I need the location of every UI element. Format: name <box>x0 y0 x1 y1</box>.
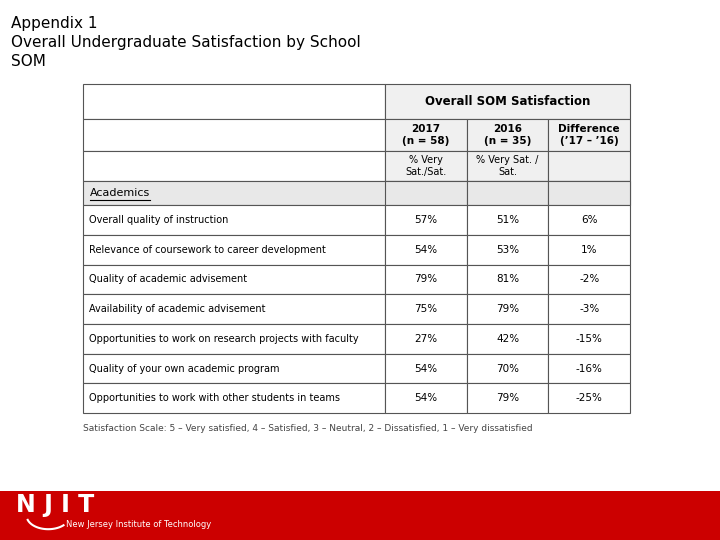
Text: N J I T: N J I T <box>16 493 94 517</box>
Text: Overall Undergraduate Satisfaction by School: Overall Undergraduate Satisfaction by Sc… <box>11 35 361 50</box>
Text: Satisfaction Scale: 5 – Very satisfied, 4 – Satisfied, 3 – Neutral, 2 – Dissatis: Satisfaction Scale: 5 – Very satisfied, … <box>83 424 532 433</box>
Text: 2016
(n = 35): 2016 (n = 35) <box>484 124 531 146</box>
Text: Overall quality of instruction: Overall quality of instruction <box>89 215 228 225</box>
Text: 54%: 54% <box>415 245 438 255</box>
Text: Appendix 1: Appendix 1 <box>11 16 97 31</box>
Text: Availability of academic advisement: Availability of academic advisement <box>89 304 265 314</box>
Text: 54%: 54% <box>415 393 438 403</box>
Text: New Jersey Institute of Technology: New Jersey Institute of Technology <box>66 521 212 529</box>
Text: -25%: -25% <box>576 393 603 403</box>
Text: 79%: 79% <box>496 393 519 403</box>
Text: -15%: -15% <box>576 334 603 344</box>
Text: -3%: -3% <box>579 304 599 314</box>
Text: Opportunities to work with other students in teams: Opportunities to work with other student… <box>89 393 340 403</box>
Text: -2%: -2% <box>579 274 599 285</box>
Text: 51%: 51% <box>496 215 519 225</box>
Text: 81%: 81% <box>496 274 519 285</box>
Text: Overall SOM Satisfaction: Overall SOM Satisfaction <box>425 94 590 108</box>
Text: 79%: 79% <box>415 274 438 285</box>
Text: 1%: 1% <box>581 245 598 255</box>
Text: % Very Sat. /
Sat.: % Very Sat. / Sat. <box>477 156 539 177</box>
Text: 42%: 42% <box>496 334 519 344</box>
Text: -16%: -16% <box>576 363 603 374</box>
Text: 53%: 53% <box>496 245 519 255</box>
Text: 6%: 6% <box>581 215 598 225</box>
Text: 54%: 54% <box>415 363 438 374</box>
Text: % Very
Sat./Sat.: % Very Sat./Sat. <box>405 156 446 177</box>
Text: SOM: SOM <box>11 54 45 69</box>
Text: Academics: Academics <box>90 188 150 198</box>
Text: 75%: 75% <box>415 304 438 314</box>
Text: Opportunities to work on research projects with faculty: Opportunities to work on research projec… <box>89 334 358 344</box>
Text: 27%: 27% <box>415 334 438 344</box>
Text: Quality of your own academic program: Quality of your own academic program <box>89 363 279 374</box>
Text: Relevance of coursework to career development: Relevance of coursework to career develo… <box>89 245 325 255</box>
Text: 70%: 70% <box>496 363 519 374</box>
Text: 2017
(n = 58): 2017 (n = 58) <box>402 124 450 146</box>
Text: 57%: 57% <box>415 215 438 225</box>
Text: Difference
(’17 – ’16): Difference (’17 – ’16) <box>559 124 620 146</box>
Text: 79%: 79% <box>496 304 519 314</box>
Text: Quality of academic advisement: Quality of academic advisement <box>89 274 247 285</box>
